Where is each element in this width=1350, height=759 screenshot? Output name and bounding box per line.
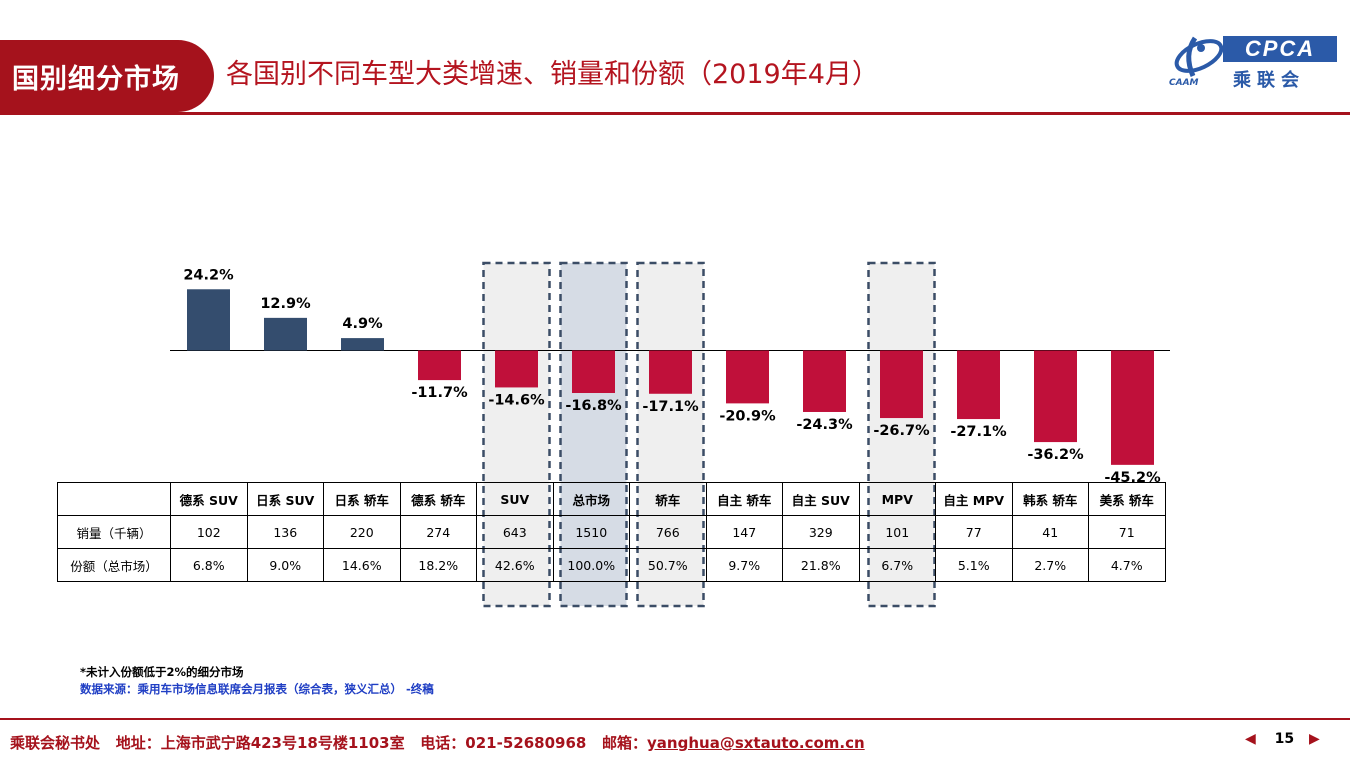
footer-divider — [0, 718, 1350, 720]
page-number: 15 — [1274, 731, 1295, 747]
cpca-logo: CPCA 乘联会 CAAM — [1165, 30, 1345, 92]
next-page-icon[interactable]: ▶ — [1309, 731, 1320, 747]
bar — [803, 350, 846, 412]
growth-bar-chart: 24.2% 12.9% 4.9% -11.7% -14.6% -16.8% -17.1% -2… — [170, 261, 1170, 608]
table-cell: 643 — [476, 515, 554, 549]
bar — [418, 350, 461, 381]
bar — [572, 350, 615, 394]
table-cell: 274 — [399, 515, 477, 549]
data-label: -36.2% — [1027, 447, 1084, 463]
bar — [495, 350, 538, 388]
bar — [187, 289, 230, 351]
bar — [880, 350, 923, 419]
bar — [1111, 350, 1154, 465]
table-cell: 147 — [705, 515, 783, 549]
table-row: 销量（千辆） 102 136 220 274 643 1510 766 147 329 101 77 4… — [57, 515, 1166, 549]
section-label: 国别细分市场 — [0, 40, 214, 112]
table-column-header: 轿车 — [629, 482, 707, 516]
table-cell: 42.6% — [476, 548, 554, 582]
table-cell: 6.8% — [170, 548, 248, 582]
footer-address: 地址：上海市武宁路423号18号楼1103室 — [115, 734, 405, 752]
data-label: -27.1% — [950, 424, 1007, 440]
bar — [726, 350, 769, 404]
table-column-header: 韩系 轿车 — [1011, 482, 1089, 516]
table-column-header: 总市场 — [552, 482, 630, 516]
data-label: -16.8% — [565, 398, 622, 414]
cpca-wordmark: CPCA — [1223, 36, 1337, 62]
table-column-header: 自主 轿车 — [705, 482, 783, 516]
footer-phone: 电话：021-52680968 — [420, 734, 587, 752]
table-header-row: 德系 SUV 日系 SUV 日系 轿车 德系 轿车 SUV 总市场 轿车 自主 轿车 自主 SU… — [57, 482, 1166, 516]
bar — [1034, 350, 1077, 443]
data-label: -20.9% — [719, 408, 776, 424]
table-cell: 77 — [935, 515, 1013, 549]
table-column-header: 日系 SUV — [246, 482, 324, 516]
table-cell: 766 — [629, 515, 707, 549]
table-column-header: 美系 轿车 — [1088, 482, 1166, 516]
table-corner-cell — [57, 482, 171, 516]
table-cell: 101 — [858, 515, 936, 549]
table-cell: 220 — [323, 515, 401, 549]
data-label: -11.7% — [411, 385, 468, 401]
data-label: 24.2% — [183, 267, 234, 283]
footer-contact: 乘联会秘书处 地址：上海市武宁路423号18号楼1103室 电话：021-526… — [10, 732, 865, 753]
table-cell: 18.2% — [399, 548, 477, 582]
table-column-header: 自主 SUV — [782, 482, 860, 516]
bar — [649, 350, 692, 394]
header-divider — [0, 112, 1350, 115]
bar — [264, 317, 307, 351]
table-column-header: 日系 轿车 — [323, 482, 401, 516]
data-label: -26.7% — [873, 423, 930, 439]
table-cell: 14.6% — [323, 548, 401, 582]
table-row-label: 份额（总市场） — [57, 548, 171, 582]
data-source-note: 数据来源：乘用车市场信息联席会月报表（综合表，狭义汇总） -终稿 — [80, 682, 434, 696]
page-title: 各国别不同车型大类增速、销量和份额（2019年4月） — [226, 59, 879, 90]
table-row-label: 销量（千辆） — [57, 515, 171, 549]
table-cell: 102 — [170, 515, 248, 549]
table-column-header: MPV — [858, 482, 936, 516]
footer-email-label: 邮箱： — [602, 734, 648, 752]
sales-share-table: 德系 SUV 日系 SUV 日系 轿车 德系 轿车 SUV 总市场 轿车 自主 轿车 自主 SU… — [57, 482, 1166, 582]
table-cell: 9.7% — [705, 548, 783, 582]
bar — [341, 338, 384, 351]
table-cell: 5.1% — [935, 548, 1013, 582]
table-column-header: 德系 SUV — [170, 482, 248, 516]
data-label: -45.2% — [1104, 470, 1161, 486]
table-cell: 50.7% — [629, 548, 707, 582]
table-cell: 2.7% — [1011, 548, 1089, 582]
table-cell: 100.0% — [552, 548, 630, 582]
table-column-header: 德系 轿车 — [399, 482, 477, 516]
table-cell: 329 — [782, 515, 860, 549]
footer-office: 乘联会秘书处 — [10, 734, 101, 752]
table-column-header: SUV — [476, 482, 554, 516]
table-cell: 136 — [246, 515, 324, 549]
table-cell: 9.0% — [246, 548, 324, 582]
table-cell: 4.7% — [1088, 548, 1166, 582]
table-cell: 6.7% — [858, 548, 936, 582]
table-cell: 41 — [1011, 515, 1089, 549]
footer-email-link[interactable]: yanghua@sxtauto.com.cn — [647, 734, 865, 752]
caam-emblem-icon — [1174, 36, 1224, 77]
bar — [957, 350, 1000, 420]
cpca-chinese-name: 乘联会 — [1233, 70, 1305, 91]
page-navigator: ◀ 15 ▶ — [1245, 731, 1320, 747]
table-cell: 71 — [1088, 515, 1166, 549]
data-label: -14.6% — [488, 392, 545, 408]
table-cell: 21.8% — [782, 548, 860, 582]
data-label: -17.1% — [642, 399, 699, 415]
caam-wordmark: CAAM — [1169, 78, 1199, 88]
table-column-header: 自主 MPV — [935, 482, 1013, 516]
footnote-share: *未计入份额低于2%的细分市场 — [80, 665, 244, 679]
table-row: 份额（总市场） 6.8% 9.0% 14.6% 18.2% 42.6% 100.0% 50.7… — [57, 548, 1166, 582]
prev-page-icon[interactable]: ◀ — [1245, 731, 1256, 747]
data-label: 4.9% — [342, 316, 383, 332]
data-label: -24.3% — [796, 417, 853, 433]
table-cell: 1510 — [552, 515, 630, 549]
data-label: 12.9% — [260, 296, 311, 312]
